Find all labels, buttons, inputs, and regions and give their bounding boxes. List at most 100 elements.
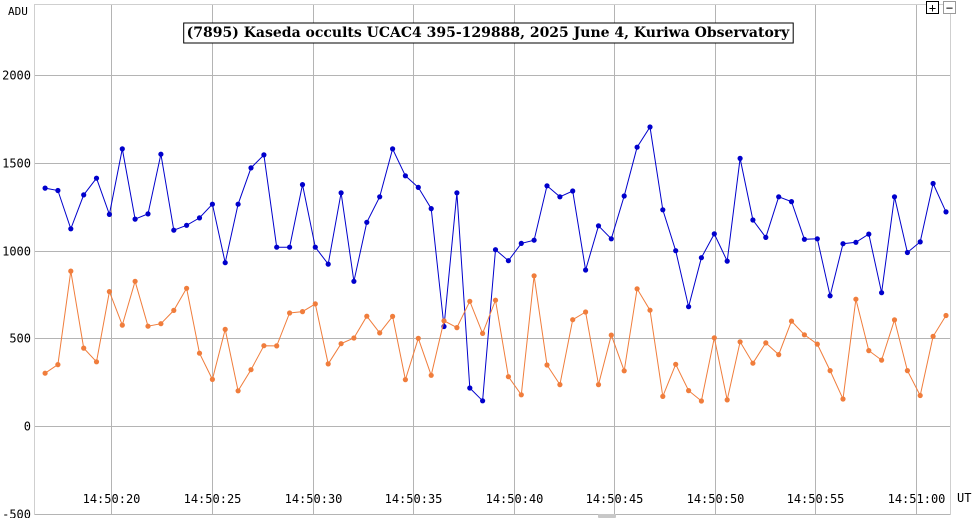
data-point <box>377 330 383 336</box>
data-point <box>55 362 61 368</box>
x-tick-label: 14:50:40 <box>486 492 544 506</box>
data-point <box>428 372 434 378</box>
data-point <box>518 240 524 246</box>
data-point <box>840 396 846 402</box>
data-point <box>750 360 756 366</box>
y-tick-label: 2000 <box>2 69 31 83</box>
data-point <box>93 175 100 181</box>
data-point <box>222 260 228 266</box>
data-point <box>132 278 138 284</box>
data-point <box>634 144 640 150</box>
data-point <box>55 187 61 194</box>
data-point <box>492 247 499 253</box>
grid-lines <box>35 5 950 515</box>
zoom-in-button[interactable]: + <box>926 1 939 14</box>
data-point <box>287 310 293 316</box>
data-point <box>750 217 756 223</box>
data-point <box>686 304 692 310</box>
data-point <box>325 361 331 367</box>
data-point <box>364 219 370 225</box>
y-tick-label: 1500 <box>2 157 31 171</box>
data-point <box>132 216 138 222</box>
data-point <box>647 307 653 313</box>
data-point <box>338 341 344 347</box>
data-point <box>557 194 563 200</box>
data-point <box>93 359 100 365</box>
zoom-out-button[interactable]: − <box>943 1 956 14</box>
data-point <box>930 180 936 187</box>
data-point <box>724 258 730 264</box>
data-point <box>222 326 228 332</box>
data-point <box>480 398 486 404</box>
data-point <box>415 184 421 190</box>
data-point <box>184 285 190 291</box>
data-point <box>68 268 74 274</box>
series-1 <box>42 124 949 404</box>
data-point <box>261 152 267 158</box>
data-point <box>274 343 280 349</box>
data-point <box>209 201 215 207</box>
data-point <box>119 146 125 152</box>
data-point <box>81 192 87 198</box>
data-point <box>287 244 293 250</box>
x-tick-label: 14:50:20 <box>83 492 141 506</box>
data-point <box>737 339 743 345</box>
data-point <box>711 231 717 237</box>
data-point <box>943 312 949 319</box>
data-point <box>660 393 666 399</box>
x-axis-label: UT <box>957 491 971 505</box>
data-point <box>673 248 679 254</box>
scrollbar-thumb[interactable] <box>598 514 616 518</box>
data-point <box>145 323 151 329</box>
data-point <box>351 335 357 341</box>
data-point <box>788 318 795 324</box>
data-point <box>917 239 923 245</box>
data-point <box>891 194 898 200</box>
series-line <box>44 271 947 402</box>
x-tick-label: 14:50:55 <box>787 492 845 506</box>
data-point <box>338 190 344 196</box>
data-point <box>171 307 177 313</box>
data-point <box>737 155 743 161</box>
data-point <box>686 388 692 394</box>
data-point <box>608 236 614 242</box>
data-point <box>531 273 537 279</box>
data-point <box>518 392 524 398</box>
x-tick-label: 14:50:35 <box>385 492 443 506</box>
data-point <box>119 322 125 328</box>
chart-title: (7895) Kaseda occults UCAC4 395-129888, … <box>187 25 791 41</box>
data-point <box>917 392 923 399</box>
data-point <box>145 211 151 217</box>
series-line <box>45 125 947 402</box>
data-point <box>480 330 486 336</box>
data-point <box>557 382 563 388</box>
data-point <box>673 361 679 367</box>
data-point <box>274 244 280 250</box>
data-point <box>454 325 460 331</box>
data-point <box>312 301 318 307</box>
data-point <box>312 244 318 250</box>
data-point <box>492 297 499 303</box>
data-point <box>621 193 627 199</box>
data-point <box>390 313 396 319</box>
data-point <box>544 183 550 189</box>
x-tick-label: 14:50:30 <box>285 492 343 506</box>
data-point <box>402 377 408 383</box>
data-point <box>171 227 177 233</box>
data-point <box>776 352 782 358</box>
data-point <box>904 249 911 256</box>
data-point <box>351 278 357 284</box>
data-point <box>390 146 396 152</box>
data-point <box>235 201 241 207</box>
y-tick-label: 1000 <box>2 245 31 259</box>
data-point <box>801 236 808 242</box>
data-point <box>467 385 473 391</box>
data-point <box>570 188 576 194</box>
data-point <box>158 321 164 327</box>
y-axis-label: ADU <box>8 5 28 18</box>
data-point <box>763 234 769 240</box>
data-point <box>879 290 885 296</box>
data-point <box>660 207 666 213</box>
data-point <box>814 236 820 242</box>
data-point <box>647 124 653 130</box>
